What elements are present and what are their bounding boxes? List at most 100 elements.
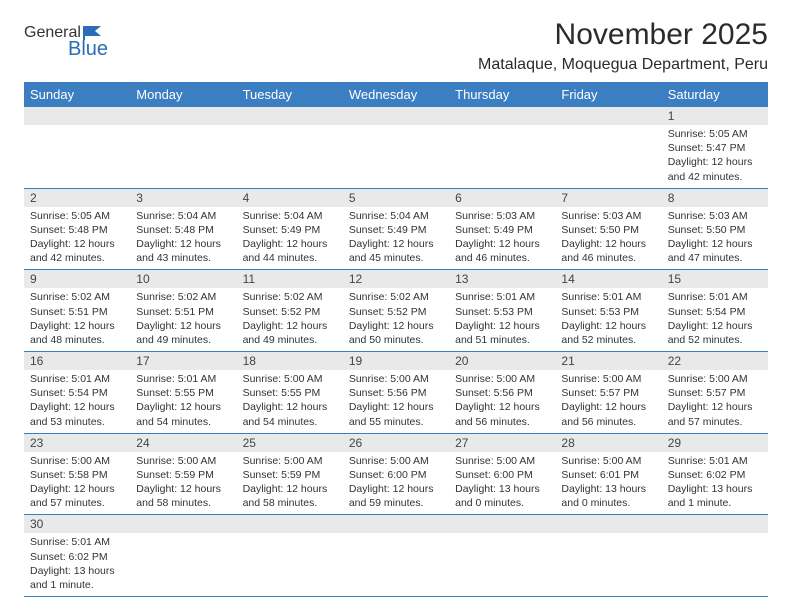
daylight-text: Daylight: 12 hours and 58 minutes. <box>243 482 337 510</box>
sunrise-text: Sunrise: 5:04 AM <box>136 209 230 223</box>
details-row: Sunrise: 5:05 AMSunset: 5:47 PMDaylight:… <box>24 125 768 188</box>
day-details: Sunrise: 5:05 AMSunset: 5:48 PMDaylight:… <box>24 207 130 270</box>
day-details: Sunrise: 5:00 AMSunset: 5:56 PMDaylight:… <box>343 370 449 433</box>
day-details: Sunrise: 5:04 AMSunset: 5:49 PMDaylight:… <box>343 207 449 270</box>
day-number: 6 <box>449 188 555 207</box>
day-details <box>237 125 343 188</box>
sunset-text: Sunset: 5:55 PM <box>136 386 230 400</box>
sunrise-text: Sunrise: 5:01 AM <box>30 372 124 386</box>
day-number: 1 <box>662 107 768 125</box>
sunrise-text: Sunrise: 5:02 AM <box>136 290 230 304</box>
details-row: Sunrise: 5:00 AMSunset: 5:58 PMDaylight:… <box>24 452 768 515</box>
day-number <box>662 515 768 534</box>
sunset-text: Sunset: 6:00 PM <box>455 468 549 482</box>
daylight-text: Daylight: 12 hours and 54 minutes. <box>136 400 230 428</box>
day-details: Sunrise: 5:00 AMSunset: 5:57 PMDaylight:… <box>555 370 661 433</box>
day-details: Sunrise: 5:01 AMSunset: 5:54 PMDaylight:… <box>24 370 130 433</box>
daylight-text: Daylight: 13 hours and 1 minute. <box>668 482 762 510</box>
daylight-text: Daylight: 12 hours and 50 minutes. <box>349 319 443 347</box>
day-details: Sunrise: 5:00 AMSunset: 6:00 PMDaylight:… <box>343 452 449 515</box>
day-number: 22 <box>662 352 768 371</box>
sunrise-text: Sunrise: 5:01 AM <box>455 290 549 304</box>
day-details: Sunrise: 5:00 AMSunset: 5:56 PMDaylight:… <box>449 370 555 433</box>
location-text: Matalaque, Moquegua Department, Peru <box>478 56 768 74</box>
day-number: 8 <box>662 188 768 207</box>
sunset-text: Sunset: 5:54 PM <box>668 305 762 319</box>
logo: General Blue <box>24 24 108 61</box>
day-number: 12 <box>343 270 449 289</box>
sunset-text: Sunset: 6:00 PM <box>349 468 443 482</box>
day-details <box>130 533 236 596</box>
day-details: Sunrise: 5:01 AMSunset: 5:54 PMDaylight:… <box>662 288 768 351</box>
sunrise-text: Sunrise: 5:02 AM <box>243 290 337 304</box>
sunset-text: Sunset: 5:57 PM <box>561 386 655 400</box>
sunset-text: Sunset: 6:02 PM <box>30 550 124 564</box>
day-number <box>343 107 449 125</box>
title-block: November 2025 Matalaque, Moquegua Depart… <box>478 18 768 74</box>
day-details: Sunrise: 5:01 AMSunset: 6:02 PMDaylight:… <box>662 452 768 515</box>
daynum-row: 16171819202122 <box>24 352 768 371</box>
day-number: 19 <box>343 352 449 371</box>
day-number <box>24 107 130 125</box>
day-number <box>237 515 343 534</box>
sunset-text: Sunset: 5:49 PM <box>349 223 443 237</box>
daylight-text: Daylight: 12 hours and 46 minutes. <box>455 237 549 265</box>
day-details: Sunrise: 5:01 AMSunset: 5:53 PMDaylight:… <box>555 288 661 351</box>
sunrise-text: Sunrise: 5:02 AM <box>349 290 443 304</box>
details-row: Sunrise: 5:02 AMSunset: 5:51 PMDaylight:… <box>24 288 768 351</box>
day-number <box>555 107 661 125</box>
day-number: 9 <box>24 270 130 289</box>
sunset-text: Sunset: 5:56 PM <box>349 386 443 400</box>
day-number: 15 <box>662 270 768 289</box>
daylight-text: Daylight: 12 hours and 49 minutes. <box>136 319 230 347</box>
day-number: 18 <box>237 352 343 371</box>
sunrise-text: Sunrise: 5:00 AM <box>349 372 443 386</box>
weekday-header: Wednesday <box>343 82 449 107</box>
day-number: 2 <box>24 188 130 207</box>
day-number: 24 <box>130 433 236 452</box>
sunrise-text: Sunrise: 5:00 AM <box>349 454 443 468</box>
sunset-text: Sunset: 5:50 PM <box>668 223 762 237</box>
daylight-text: Daylight: 12 hours and 57 minutes. <box>668 400 762 428</box>
details-row: Sunrise: 5:01 AMSunset: 6:02 PMDaylight:… <box>24 533 768 596</box>
sunset-text: Sunset: 5:51 PM <box>30 305 124 319</box>
sunset-text: Sunset: 5:48 PM <box>136 223 230 237</box>
day-number: 5 <box>343 188 449 207</box>
day-details: Sunrise: 5:01 AMSunset: 5:53 PMDaylight:… <box>449 288 555 351</box>
day-details: Sunrise: 5:03 AMSunset: 5:50 PMDaylight:… <box>555 207 661 270</box>
day-number: 16 <box>24 352 130 371</box>
day-details: Sunrise: 5:03 AMSunset: 5:50 PMDaylight:… <box>662 207 768 270</box>
day-number: 17 <box>130 352 236 371</box>
day-number: 7 <box>555 188 661 207</box>
sunset-text: Sunset: 5:54 PM <box>30 386 124 400</box>
day-number: 3 <box>130 188 236 207</box>
sunset-text: Sunset: 5:52 PM <box>243 305 337 319</box>
day-details: Sunrise: 5:02 AMSunset: 5:52 PMDaylight:… <box>343 288 449 351</box>
sunrise-text: Sunrise: 5:00 AM <box>455 454 549 468</box>
logo-blue-text: Blue <box>68 38 108 61</box>
day-details: Sunrise: 5:00 AMSunset: 5:58 PMDaylight:… <box>24 452 130 515</box>
day-number: 29 <box>662 433 768 452</box>
daylight-text: Daylight: 12 hours and 48 minutes. <box>30 319 124 347</box>
daynum-row: 23242526272829 <box>24 433 768 452</box>
sunset-text: Sunset: 5:48 PM <box>30 223 124 237</box>
weekday-header: Sunday <box>24 82 130 107</box>
daylight-text: Daylight: 12 hours and 56 minutes. <box>561 400 655 428</box>
sunrise-text: Sunrise: 5:01 AM <box>668 454 762 468</box>
weekday-header-row: Sunday Monday Tuesday Wednesday Thursday… <box>24 82 768 107</box>
sunset-text: Sunset: 5:50 PM <box>561 223 655 237</box>
sunrise-text: Sunrise: 5:01 AM <box>136 372 230 386</box>
day-details <box>449 533 555 596</box>
sunset-text: Sunset: 5:49 PM <box>455 223 549 237</box>
daylight-text: Daylight: 12 hours and 52 minutes. <box>668 319 762 347</box>
day-details: Sunrise: 5:04 AMSunset: 5:49 PMDaylight:… <box>237 207 343 270</box>
weekday-header: Monday <box>130 82 236 107</box>
sunrise-text: Sunrise: 5:03 AM <box>668 209 762 223</box>
day-details <box>555 125 661 188</box>
sunrise-text: Sunrise: 5:00 AM <box>136 454 230 468</box>
day-details: Sunrise: 5:03 AMSunset: 5:49 PMDaylight:… <box>449 207 555 270</box>
sunrise-text: Sunrise: 5:00 AM <box>561 372 655 386</box>
day-number <box>130 515 236 534</box>
sunrise-text: Sunrise: 5:05 AM <box>30 209 124 223</box>
day-details: Sunrise: 5:00 AMSunset: 6:00 PMDaylight:… <box>449 452 555 515</box>
